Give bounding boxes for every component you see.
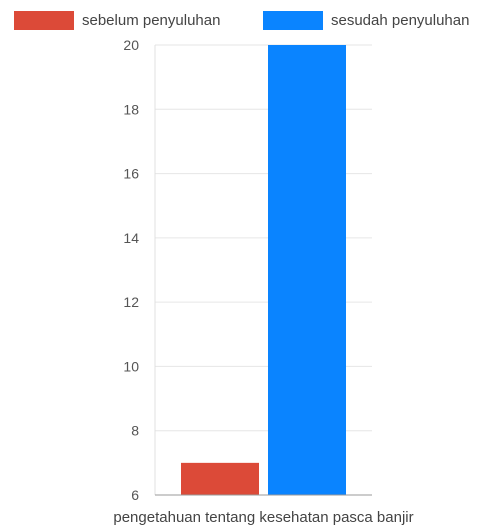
- bar-sesudah[interactable]: [268, 45, 346, 495]
- legend-swatch-sebelum: [14, 10, 74, 30]
- legend-item-sebelum[interactable]: sebelum penyuluhan: [14, 10, 220, 30]
- y-tick-label: 18: [123, 101, 139, 117]
- y-tick-label: 16: [123, 166, 139, 182]
- bar-sebelum[interactable]: [181, 462, 259, 495]
- y-tick-label: 12: [123, 294, 139, 310]
- legend-item-sesudah[interactable]: sesudah penyuluhan: [263, 10, 469, 30]
- legend-label-sesudah: sesudah penyuluhan: [331, 11, 470, 29]
- legend-swatch-sesudah: [263, 10, 323, 30]
- y-tick-label: 6: [131, 487, 139, 503]
- y-tick-label: 14: [123, 230, 139, 246]
- y-tick-label: 10: [123, 358, 139, 374]
- y-tick-label: 20: [123, 37, 139, 53]
- bars: [181, 45, 346, 495]
- chart-legend: sebelum penyuluhan sesudah penyuluhan: [0, 8, 492, 32]
- y-tick-label: 8: [131, 423, 139, 439]
- y-axis: 6 8 10 12 14 16 18 20: [123, 37, 156, 503]
- legend-label-sebelum: sebelum penyuluhan: [82, 11, 221, 29]
- x-category-label: pengetahuan tentang kesehatan pasca banj…: [113, 509, 413, 526]
